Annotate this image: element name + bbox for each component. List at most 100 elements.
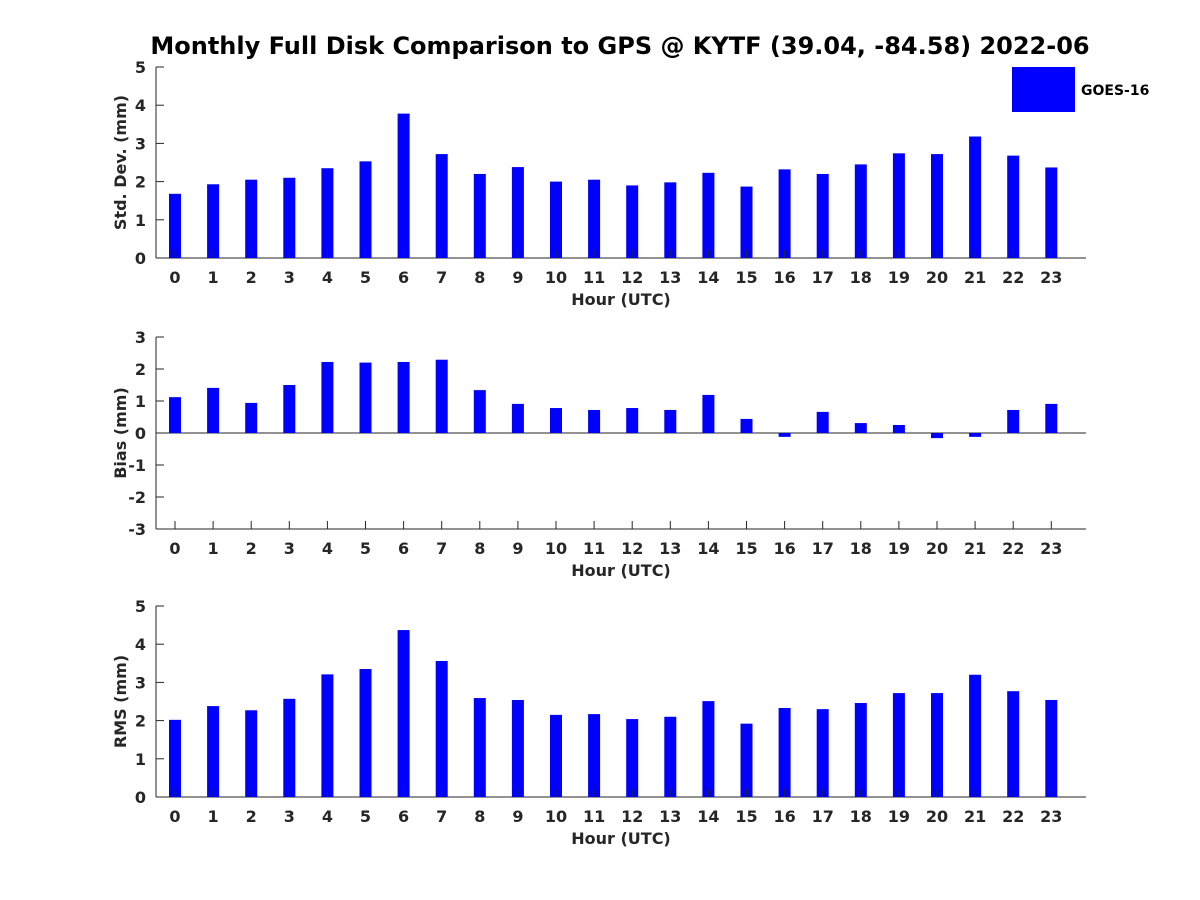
bar-hour-20 xyxy=(931,693,943,797)
bar-hour-9 xyxy=(511,699,524,797)
y-tick-label: 2 xyxy=(135,360,146,379)
x-tick-label: 14 xyxy=(697,807,719,826)
x-tick-label: 18 xyxy=(850,268,872,287)
x-tick-label: 5 xyxy=(360,539,371,558)
bar-hour-1 xyxy=(207,706,220,797)
x-tick-label: 0 xyxy=(169,539,180,558)
x-tick-label: 16 xyxy=(773,807,795,826)
bar-hour-14 xyxy=(702,701,715,797)
bar-hour-17 xyxy=(816,173,829,258)
y-tick-label: -3 xyxy=(128,520,146,539)
x-tick-label: 13 xyxy=(659,268,681,287)
x-tick-label: 20 xyxy=(926,539,948,558)
x-tick-label: 7 xyxy=(436,539,447,558)
bar-hour-13 xyxy=(664,716,677,797)
bar-hour-17 xyxy=(816,411,829,433)
y-tick-label: 4 xyxy=(135,96,146,115)
x-tick-label: 6 xyxy=(398,268,409,287)
legend-swatch xyxy=(1012,67,1075,112)
x-tick-label: 15 xyxy=(735,539,757,558)
bar-hour-4 xyxy=(321,168,334,258)
bar-hour-16 xyxy=(778,707,791,797)
bar-hour-0 xyxy=(169,719,181,797)
x-tick-label: 11 xyxy=(583,807,605,826)
x-tick-label: 19 xyxy=(888,807,910,826)
bar-hour-13 xyxy=(664,182,677,258)
x-tick-label: 21 xyxy=(964,807,986,826)
x-tick-label: 4 xyxy=(322,807,333,826)
x-tick-label: 10 xyxy=(545,807,567,826)
x-tick-label: 3 xyxy=(284,539,295,558)
bar-hour-5 xyxy=(359,362,372,433)
y-tick-label: 3 xyxy=(135,134,146,153)
x-tick-label: 11 xyxy=(583,539,605,558)
legend-label: GOES-16 xyxy=(1081,83,1149,99)
x-tick-label: 17 xyxy=(812,268,834,287)
y-tick-label: 1 xyxy=(135,750,146,769)
bar-hour-11 xyxy=(588,714,601,797)
bar-hour-12 xyxy=(626,408,639,433)
bar-hour-23 xyxy=(1045,403,1058,433)
y-tick-label: 2 xyxy=(135,173,146,192)
y-tick-label: 3 xyxy=(135,673,146,692)
bar-hour-22 xyxy=(1007,691,1020,797)
bar-hour-1 xyxy=(207,184,220,258)
y-tick-label: 3 xyxy=(135,328,146,347)
bar-hour-15 xyxy=(740,418,753,433)
x-axis-label: Hour (UTC) xyxy=(571,561,671,580)
bar-hour-5 xyxy=(359,161,372,258)
bar-hour-9 xyxy=(511,403,524,433)
x-tick-label: 22 xyxy=(1002,268,1024,287)
x-tick-label: 13 xyxy=(659,807,681,826)
bar-hour-7 xyxy=(435,661,448,797)
bar-hour-13 xyxy=(664,409,677,433)
x-tick-label: 0 xyxy=(169,268,180,287)
bar-hour-21 xyxy=(969,136,982,258)
x-tick-label: 23 xyxy=(1040,807,1062,826)
x-tick-label: 19 xyxy=(888,539,910,558)
x-tick-label: 1 xyxy=(208,807,219,826)
bar-hour-1 xyxy=(207,387,220,433)
bar-hour-19 xyxy=(892,693,905,797)
bar-hour-10 xyxy=(550,408,562,433)
bar-hour-20 xyxy=(931,154,943,258)
y-tick-label: 0 xyxy=(135,788,146,807)
x-tick-label: 5 xyxy=(360,807,371,826)
bar-hour-18 xyxy=(854,164,867,258)
x-tick-label: 16 xyxy=(773,539,795,558)
bar-hour-2 xyxy=(245,179,258,258)
bar-hour-7 xyxy=(435,154,448,258)
y-tick-label: -2 xyxy=(128,488,146,507)
bar-hour-8 xyxy=(473,390,486,433)
bar-hour-11 xyxy=(588,179,601,258)
x-tick-label: 6 xyxy=(398,539,409,558)
bar-hour-10 xyxy=(550,181,562,258)
bar-hour-20 xyxy=(931,433,943,439)
x-tick-label: 20 xyxy=(926,807,948,826)
x-tick-label: 0 xyxy=(169,807,180,826)
x-tick-label: 8 xyxy=(474,268,485,287)
bar-hour-21 xyxy=(969,433,982,437)
x-tick-label: 12 xyxy=(621,539,643,558)
x-axis-label: Hour (UTC) xyxy=(571,290,671,309)
bar-hour-6 xyxy=(397,361,410,433)
bar-hour-6 xyxy=(397,630,410,797)
bar-hour-18 xyxy=(854,703,867,797)
y-tick-label: -1 xyxy=(128,456,146,475)
bar-hour-4 xyxy=(321,674,334,797)
x-tick-label: 23 xyxy=(1040,268,1062,287)
bar-hour-19 xyxy=(892,153,905,258)
y-tick-label: 5 xyxy=(135,597,146,616)
bar-hour-9 xyxy=(511,167,524,258)
chart-title: Monthly Full Disk Comparison to GPS @ KY… xyxy=(150,32,1089,60)
bar-hour-19 xyxy=(892,425,905,433)
legend: GOES-16 xyxy=(1012,67,1149,112)
y-tick-label: 0 xyxy=(135,249,146,268)
x-tick-label: 13 xyxy=(659,539,681,558)
x-tick-label: 19 xyxy=(888,268,910,287)
y-tick-label: 5 xyxy=(135,58,146,77)
